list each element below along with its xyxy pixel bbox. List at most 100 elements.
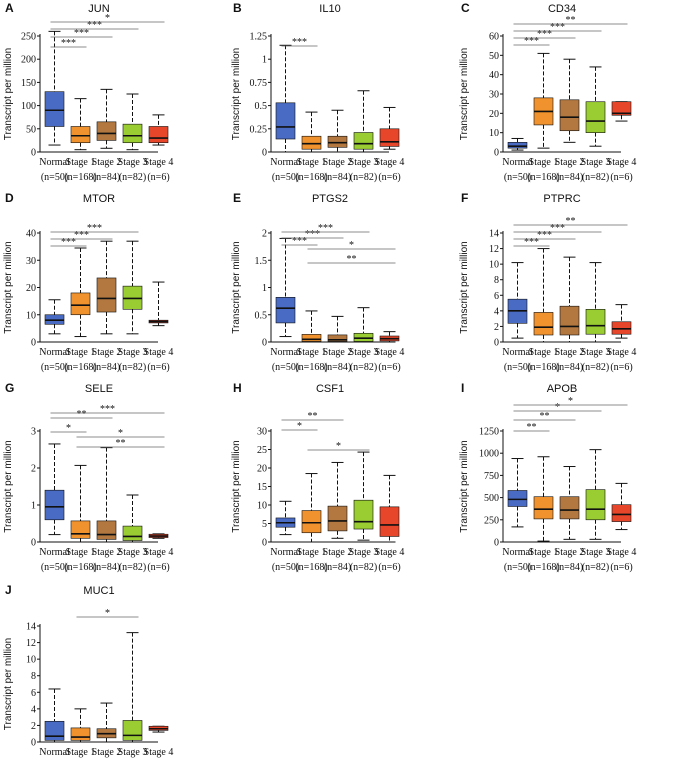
panel-a: A JUN Transcript per million 0 50 100 150 200 25… [3, 1, 173, 183]
sample-size-label: (n=82) [119, 562, 146, 573]
y-tick-label: 8 [31, 671, 36, 682]
box-stage-1 [533, 248, 554, 343]
panel-title: MUC1 [83, 585, 114, 597]
y-tick-label: 6 [31, 688, 36, 699]
sample-size-label: (n=168) [64, 562, 96, 573]
y-tick-label: 0 [494, 538, 499, 549]
box-stage-4 [379, 331, 400, 343]
box-normal [44, 30, 65, 146]
iqr-box [70, 520, 91, 539]
sample-size-label: (n=50) [504, 362, 531, 373]
x-category-label: Stage 3 [349, 547, 379, 558]
y-tick-label: 0.25 [250, 124, 268, 135]
x-category-label: Stage 3 [118, 547, 148, 558]
y-tick-label: 40 [26, 229, 36, 240]
box-stage-2 [96, 702, 117, 743]
significance-label: ** [347, 254, 357, 265]
iqr-box [70, 727, 91, 741]
x-category-label: Stage 3 [118, 347, 148, 358]
iqr-box [507, 142, 528, 149]
significance-label: *** [87, 20, 102, 31]
sample-size-label: (n=6) [147, 562, 169, 573]
panel-letter: A [5, 1, 14, 15]
significance-label: *** [524, 36, 539, 47]
iqr-box [327, 505, 348, 532]
iqr-box [44, 489, 65, 521]
sample-size-label: (n=50) [41, 172, 68, 183]
panel-letter: D [5, 191, 14, 205]
y-axis-label: Transcript per million [231, 440, 242, 532]
x-category-label: Stage 2 [92, 747, 122, 758]
significance-label: *** [550, 223, 565, 234]
x-category-label: Stage 3 [581, 547, 611, 558]
y-tick-label: 12 [26, 638, 36, 649]
y-tick-label: 150 [21, 78, 36, 89]
x-category-label: Stage 4 [144, 157, 174, 168]
x-category-label: Stage 2 [92, 547, 122, 558]
iqr-box [96, 121, 117, 141]
x-category-label: Stage 3 [118, 747, 148, 758]
y-tick-label: 20 [26, 283, 36, 294]
x-category-label: Normal [39, 157, 70, 168]
iqr-box [301, 135, 322, 150]
panel-j: J MUC1 Transcript per million 0 2 4 6 8 10 12 14 No… [3, 583, 173, 758]
box-stage-4 [611, 482, 632, 531]
y-tick-label: 30 [26, 256, 36, 267]
significance-label: *** [537, 230, 552, 241]
box-stage-2 [327, 461, 348, 539]
sample-size-label: (n=6) [610, 562, 632, 573]
significance-label: * [105, 608, 110, 619]
x-category-label: Normal [502, 157, 533, 168]
x-category-label: Normal [502, 547, 533, 558]
x-category-label: Stage 2 [92, 157, 122, 168]
iqr-box [585, 101, 606, 133]
significance-label: * [555, 402, 560, 413]
box-stage-1 [301, 111, 322, 153]
y-axis-label: Transcript per million [459, 241, 470, 333]
x-category-label: Stage 1 [66, 347, 96, 358]
y-tick-label: 10 [257, 501, 267, 512]
iqr-box [122, 123, 143, 144]
x-category-label: Stage 1 [529, 347, 559, 358]
y-tick-label: 1000 [479, 449, 499, 460]
sample-size-label: (n=82) [350, 172, 377, 183]
iqr-box [148, 126, 169, 144]
significance-label: * [118, 428, 123, 439]
y-tick-label: 1 [262, 283, 267, 294]
y-tick-label: 1 [262, 55, 267, 66]
significance-label: *** [61, 237, 76, 248]
iqr-box [559, 496, 580, 520]
sample-size-label: (n=50) [272, 362, 299, 373]
significance-label: * [568, 396, 573, 407]
y-tick-label: 0 [31, 338, 36, 349]
box-stage-4 [379, 106, 400, 150]
y-tick-label: 14 [489, 229, 499, 240]
x-category-label: Stage 2 [323, 547, 353, 558]
sample-size-label: (n=84) [556, 172, 583, 183]
y-tick-label: 4 [31, 704, 36, 715]
iqr-box [507, 490, 528, 507]
y-tick-label: 14 [26, 622, 36, 633]
sample-size-label: (n=84) [324, 562, 351, 573]
significance-label: ** [77, 409, 87, 420]
significance-label: *** [74, 230, 89, 241]
y-tick-label: 6 [494, 291, 499, 302]
iqr-box [275, 297, 296, 324]
sample-size-label: (n=82) [582, 362, 609, 373]
x-category-label: Stage 1 [66, 157, 96, 168]
y-tick-label: 0 [31, 148, 36, 159]
iqr-box [70, 292, 91, 316]
x-category-label: Stage 4 [607, 347, 637, 358]
y-tick-label: 250 [21, 32, 36, 43]
x-category-label: Stage 1 [529, 547, 559, 558]
y-tick-label: 500 [484, 493, 499, 504]
panel-letter: I [461, 381, 464, 395]
iqr-box [585, 489, 606, 521]
y-tick-label: 50 [489, 51, 499, 62]
y-tick-label: 1250 [479, 427, 499, 438]
panel-i: I APOB Transcript per million 0 250 500 750 100… [459, 381, 636, 573]
significance-label: *** [292, 37, 307, 48]
sample-size-label: (n=6) [610, 362, 632, 373]
box-normal [275, 500, 296, 536]
box-normal [507, 458, 528, 528]
